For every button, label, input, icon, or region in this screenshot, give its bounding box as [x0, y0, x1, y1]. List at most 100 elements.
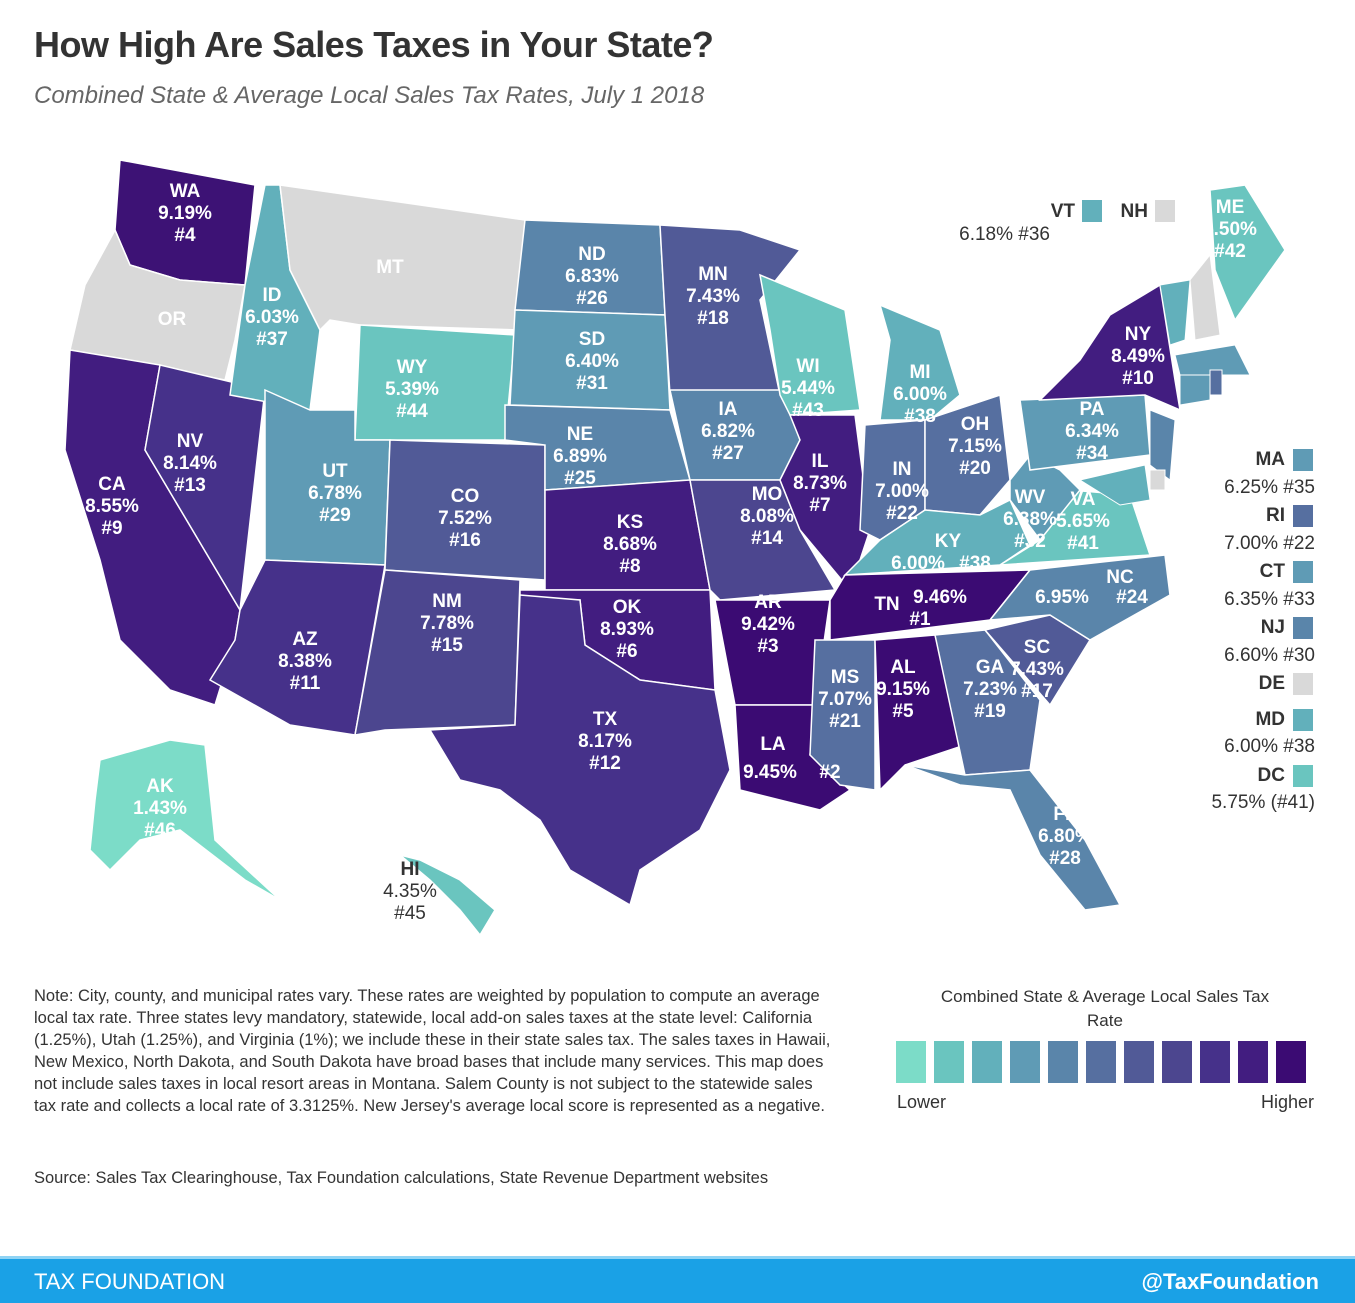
state-rate: 5.39%	[385, 379, 439, 400]
state-rank: #16	[449, 530, 481, 551]
state-rate: 7.52%	[438, 508, 492, 529]
state-abbr: ND	[578, 244, 605, 265]
legend-swatch	[1010, 1041, 1040, 1083]
state-rate: 8.55%	[85, 496, 139, 517]
state-abbr: WI	[796, 356, 819, 377]
side-abbr: NH	[1121, 201, 1148, 222]
state-abbr: IN	[893, 459, 912, 480]
state-rank: #20	[959, 458, 991, 479]
state-rate: 7.78%	[420, 613, 474, 634]
state-abbr: AR	[754, 592, 782, 613]
side-value: 6.00% #38	[1224, 736, 1315, 757]
state-rank: #26	[576, 288, 608, 309]
side-value: 6.35% #33	[1224, 589, 1315, 610]
state-rank: #42	[1214, 241, 1246, 262]
state-rate: 6.78%	[308, 483, 362, 504]
state-rank: #34	[1076, 443, 1108, 464]
state-rank: #29	[319, 505, 351, 526]
state-rank: #41	[1067, 533, 1099, 554]
state-rank: #46	[144, 820, 176, 841]
side-swatch	[1293, 617, 1313, 639]
state-rank: #38	[959, 553, 991, 574]
title: How High Are Sales Taxes in Your State?	[34, 24, 714, 65]
state-rate: 6.38%	[1003, 509, 1057, 530]
state-shape	[1149, 469, 1166, 491]
state-shape	[874, 634, 966, 792]
legend-swatch	[1086, 1041, 1116, 1083]
side-value: 7.00% #22	[1224, 533, 1315, 554]
state-abbr: MT	[376, 257, 404, 278]
legend-swatch	[1048, 1041, 1078, 1083]
state-rate: 8.17%	[578, 731, 632, 752]
state-rank: #18	[697, 308, 729, 329]
side-swatch	[1155, 200, 1175, 222]
side-abbr: MD	[1255, 709, 1285, 730]
footer: TAX FOUNDATION @TaxFoundation	[0, 1256, 1355, 1303]
legend-swatch	[1238, 1041, 1268, 1083]
state-abbr: AL	[890, 657, 916, 678]
state-rate: 7.07%	[818, 689, 872, 710]
state-rate: 6.00%	[891, 553, 945, 574]
side-abbr: DC	[1258, 765, 1286, 786]
footer-brand: TAX FOUNDATION	[34, 1269, 226, 1294]
side-value: 5.75% (#41)	[1211, 792, 1315, 813]
state-shape	[1209, 369, 1223, 396]
state-rate: 6.95%	[1035, 587, 1089, 608]
state-rate: 8.08%	[740, 506, 794, 527]
state-rate: 6.00%	[893, 384, 947, 405]
state-abbr: CO	[451, 486, 480, 507]
state-abbr: SC	[1024, 637, 1051, 658]
state-rank: #14	[751, 528, 783, 549]
state-shape	[988, 554, 1171, 641]
state-abbr: MS	[831, 667, 860, 688]
state-rate: 1.43%	[133, 798, 187, 819]
state-rank: #15	[431, 635, 463, 656]
legend-swatch	[1124, 1041, 1154, 1083]
state-shape	[1174, 344, 1251, 376]
state-rate: 6.89%	[553, 446, 607, 467]
legend-swatch	[1162, 1041, 1192, 1083]
state-rate: 6.40%	[565, 351, 619, 372]
state-abbr: NY	[1125, 324, 1152, 345]
state-rate: 7.43%	[1010, 659, 1064, 680]
state-abbr: KY	[935, 531, 962, 552]
state-shape	[69, 228, 246, 381]
state-rate: 6.34%	[1065, 421, 1119, 442]
state-abbr: ME	[1216, 197, 1245, 218]
side-value: 6.25% #35	[1224, 477, 1315, 498]
state-shape	[904, 764, 1122, 911]
state-rank: #32	[1014, 531, 1046, 552]
legend-swatch	[972, 1041, 1002, 1083]
state-abbr: FL	[1053, 804, 1077, 825]
notes: Note: City, county, and municipal rates …	[34, 987, 831, 1115]
state-rate: 7.43%	[686, 286, 740, 307]
state-rate: 8.73%	[793, 473, 847, 494]
state-rate: 8.93%	[600, 619, 654, 640]
state-rank: #8	[619, 556, 640, 577]
state-rank: #44	[396, 401, 428, 422]
state-abbr: OR	[158, 309, 187, 330]
state-shape	[659, 224, 802, 396]
state-abbr: TN	[874, 594, 899, 615]
state-shape	[1159, 279, 1191, 346]
state-abbr: IA	[719, 399, 738, 420]
state-rank: #22	[886, 503, 918, 524]
state-rate: 4.35%	[383, 881, 437, 902]
state-abbr: PA	[1080, 399, 1105, 420]
state-rank: #10	[1122, 368, 1154, 389]
side-abbr: MA	[1255, 449, 1285, 470]
state-abbr: AK	[146, 776, 174, 797]
state-rank: #37	[256, 329, 288, 350]
state-abbr: WY	[397, 357, 428, 378]
state-rate: 9.19%	[158, 203, 212, 224]
side-abbr: RI	[1266, 505, 1285, 526]
state-abbr: MN	[698, 264, 728, 285]
legend-title: Combined State & Average Local Sales Tax…	[940, 987, 1270, 1030]
state-shape	[1149, 409, 1176, 481]
state-shape	[89, 739, 281, 901]
side-swatch	[1293, 561, 1313, 583]
state-rank: #6	[616, 641, 637, 662]
state-rate: 9.15%	[876, 679, 930, 700]
state-abbr: NE	[567, 424, 593, 445]
